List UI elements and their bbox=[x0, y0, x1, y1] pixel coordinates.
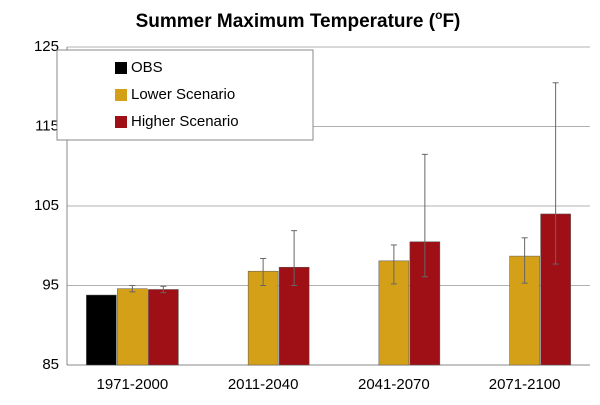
bar bbox=[117, 288, 148, 366]
bar bbox=[86, 294, 117, 366]
legend-swatch bbox=[115, 89, 127, 101]
y-tick-label: 85 bbox=[42, 356, 59, 373]
y-tick-label: 95 bbox=[42, 276, 59, 293]
x-tick-label: 2011-2040 bbox=[228, 376, 299, 393]
x-tick-label: 2041-2070 bbox=[358, 376, 430, 393]
legend-label: Higher Scenario bbox=[131, 113, 239, 130]
title-text: F) bbox=[442, 11, 460, 32]
y-tick-label: 105 bbox=[34, 197, 59, 214]
y-tick-label: 115 bbox=[35, 117, 59, 134]
legend-swatch bbox=[115, 62, 127, 74]
title-text: Summer Maximum Temperature ( bbox=[136, 11, 436, 32]
legend-swatch bbox=[115, 116, 127, 128]
legend-label: Lower Scenario bbox=[131, 86, 235, 103]
legend-label: OBS bbox=[131, 59, 163, 76]
title-superscript: o bbox=[435, 8, 442, 22]
bar bbox=[247, 270, 279, 366]
x-tick-label: 1971-2000 bbox=[97, 376, 169, 393]
legend-box bbox=[56, 49, 314, 141]
bar bbox=[148, 289, 179, 366]
x-tick-label: 2071-2100 bbox=[489, 376, 561, 393]
y-tick-label: 125 bbox=[34, 38, 59, 55]
chart-title: Summer Maximum Temperature (oF) bbox=[136, 8, 461, 32]
